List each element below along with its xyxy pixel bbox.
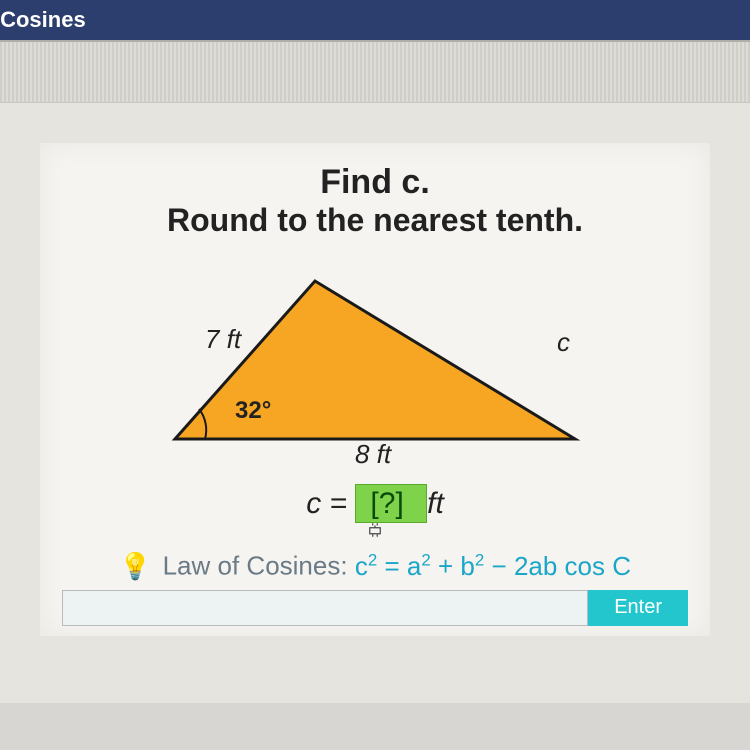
side-b-label: 8 ft bbox=[355, 439, 391, 470]
titlebar-text: w of Cosines bbox=[0, 7, 86, 32]
answer-row: Enter bbox=[62, 590, 688, 626]
eq-unit: ft bbox=[427, 487, 444, 520]
eq-eq: = bbox=[330, 487, 348, 520]
answer-input[interactable] bbox=[62, 590, 588, 626]
cursor-icon bbox=[50, 521, 700, 544]
side-c-label: c bbox=[557, 327, 570, 358]
eq-lhs: c bbox=[306, 487, 321, 520]
hint-label: Law of Cosines: bbox=[163, 551, 348, 581]
hint-formula: c2 = a2 + b2 − 2ab cos C bbox=[355, 551, 631, 581]
content-area: Find c. Round to the nearest tenth. 7 ft… bbox=[0, 103, 750, 703]
problem-title: Find c. bbox=[50, 163, 700, 202]
header-stripe bbox=[0, 40, 750, 103]
side-a-label: 7 ft bbox=[205, 324, 241, 355]
answer-slot[interactable]: [?] bbox=[355, 484, 427, 523]
lightbulb-icon: 💡 bbox=[119, 551, 151, 581]
problem-card: Find c. Round to the nearest tenth. 7 ft… bbox=[40, 143, 710, 636]
page-titlebar: w of Cosines bbox=[0, 0, 750, 40]
answer-equation: c = [?] ft bbox=[50, 487, 700, 521]
triangle-figure: 7 ft c 32° 8 ft bbox=[155, 269, 595, 469]
angle-label: 32° bbox=[235, 397, 271, 425]
enter-button[interactable]: Enter bbox=[588, 590, 688, 626]
problem-subtitle: Round to the nearest tenth. bbox=[50, 202, 700, 239]
hint-row: 💡 Law of Cosines: c2 = a2 + b2 − 2ab cos… bbox=[50, 550, 700, 582]
